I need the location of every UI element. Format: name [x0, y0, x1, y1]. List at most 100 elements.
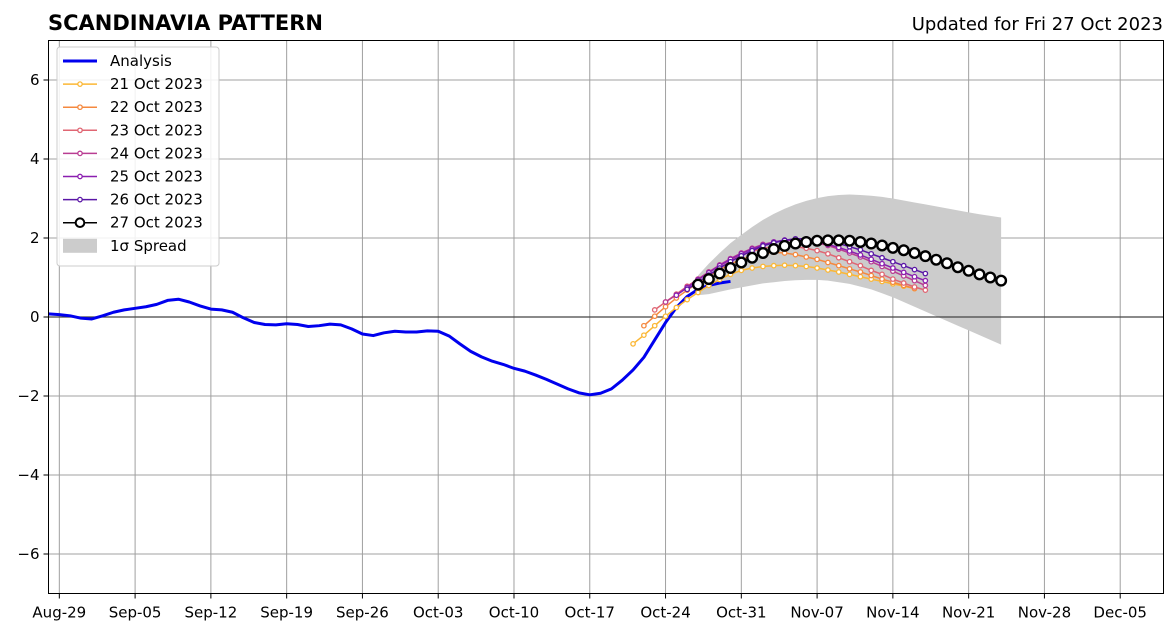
- latest-point: [897, 244, 910, 257]
- x-tick-label: Sep-26: [336, 604, 389, 622]
- series-layer: [48, 234, 1008, 397]
- x-tick-label: Sep-19: [260, 604, 313, 622]
- forecast-point: [825, 267, 831, 273]
- latest-point: [908, 247, 921, 260]
- forecast-point: [835, 269, 842, 275]
- legend-swatch-spread: [63, 238, 97, 253]
- legend-label: 25 Oct 2023: [110, 168, 203, 186]
- forecast-point: [781, 262, 788, 269]
- latest-point: [735, 256, 748, 269]
- forecast-point: [846, 271, 853, 278]
- forecast-point: [911, 266, 918, 273]
- forecast-point: [770, 262, 777, 269]
- forecast-point: [803, 254, 810, 260]
- legend-swatch-marker: [77, 173, 83, 180]
- forecast-point: [814, 256, 820, 263]
- legend-swatch-marker: [74, 217, 86, 228]
- latest-point: [886, 241, 899, 254]
- legend: Analysis 21 Oct 2023 22 Oct 2023 23 Oct 202…: [56, 46, 220, 267]
- forecast-point: [846, 265, 853, 272]
- latest-point: [821, 234, 834, 247]
- latest-point: [800, 235, 813, 248]
- y-tick-label: 0: [30, 308, 40, 326]
- x-tick-label: Dec-05: [1093, 604, 1147, 622]
- axis-ticks: Aug-29 Sep-05 Sep-12 Sep-19 Sep-26 Oct-03 Oct-…: [17, 71, 1147, 622]
- latest-point: [865, 237, 878, 250]
- forecast-point: [879, 276, 885, 282]
- forecast-point: [879, 271, 885, 278]
- forecast-point: [879, 254, 885, 261]
- forecast-point: [868, 272, 875, 279]
- forecast-point: [814, 247, 820, 254]
- latest-point: [876, 239, 889, 252]
- latest-point: [756, 247, 769, 260]
- forecast-point: [651, 307, 658, 313]
- y-tick-label: −4: [17, 466, 39, 484]
- forecast-point: [879, 260, 885, 267]
- latest-point: [940, 257, 953, 270]
- forecast-point: [630, 341, 636, 347]
- x-tick-label: Oct-17: [565, 604, 615, 622]
- legend-swatch-marker: [77, 104, 83, 111]
- latest-point: [778, 239, 791, 252]
- forecast-point: [684, 296, 691, 303]
- latest-point: [919, 250, 932, 263]
- latest-point: [854, 235, 867, 248]
- forecast-point: [835, 262, 842, 269]
- forecast-point: [641, 322, 647, 329]
- x-tick-label: Nov-14: [866, 604, 919, 622]
- forecast-point: [825, 250, 831, 257]
- forecast-point: [900, 262, 907, 269]
- series-analysis-line: [48, 279, 731, 397]
- forecast-point: [825, 259, 831, 266]
- forecast-point: [857, 262, 864, 269]
- latest-point: [962, 264, 975, 277]
- y-tick-label: −6: [17, 545, 39, 563]
- forecast-point: [857, 273, 864, 280]
- forecast-point: [803, 263, 810, 270]
- forecast-point: [911, 284, 918, 290]
- forecast-point: [890, 265, 896, 271]
- legend-label: 26 Oct 2023: [110, 191, 203, 209]
- x-tick-label: Aug-29: [32, 604, 86, 622]
- latest-point: [951, 261, 964, 274]
- forecast-point: [922, 287, 929, 293]
- latest-point: [973, 268, 986, 281]
- forecast-point: [662, 303, 669, 310]
- forecast-point: [868, 256, 875, 263]
- x-tick-label: Sep-12: [184, 604, 237, 622]
- forecast-point: [749, 265, 755, 271]
- y-tick-label: 6: [30, 71, 40, 89]
- forecast-point: [846, 258, 853, 265]
- chart-title: SCANDINAVIA PATTERN: [48, 11, 323, 35]
- legend-label: 27 Oct 2023: [110, 214, 203, 232]
- forecast-point: [857, 252, 864, 258]
- x-tick-label: Nov-28: [1018, 604, 1071, 622]
- latest-point: [832, 234, 845, 247]
- forecast-point: [662, 299, 669, 305]
- legend-label: 24 Oct 2023: [110, 144, 203, 162]
- latest-point: [692, 278, 705, 291]
- forecast-point: [868, 267, 875, 274]
- x-tick-label: Sep-05: [109, 604, 162, 622]
- forecast-point: [890, 276, 896, 282]
- latest-point: [767, 243, 780, 256]
- forecast-point: [857, 269, 864, 275]
- legend-label: 1σ Spread: [110, 237, 187, 255]
- y-tick-label: 2: [30, 229, 40, 247]
- forecast-point: [814, 265, 820, 271]
- legend-swatch-marker: [77, 196, 83, 203]
- forecast-point: [857, 247, 864, 253]
- x-tick-label: Nov-21: [942, 604, 995, 622]
- forecast-point: [792, 251, 799, 258]
- legend-box: [56, 46, 220, 267]
- legend-swatch-marker: [77, 150, 83, 157]
- forecast-point: [922, 277, 929, 284]
- forecast-point: [900, 280, 907, 286]
- latest-point: [995, 274, 1008, 287]
- latest-point: [702, 273, 715, 286]
- latest-point: [746, 251, 759, 264]
- forecast-point: [673, 292, 680, 299]
- x-tick-label: Oct-03: [413, 604, 463, 622]
- forecast-point: [738, 267, 745, 274]
